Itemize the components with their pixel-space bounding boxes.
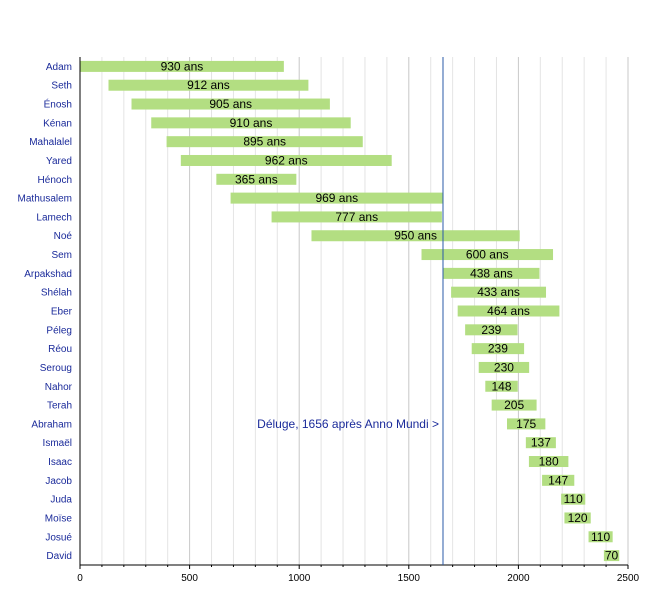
category-label-9: Noé bbox=[54, 231, 73, 242]
bar-25 bbox=[588, 531, 613, 543]
category-label-8: Lamech bbox=[36, 212, 72, 223]
bar-label-20: 137 bbox=[531, 436, 551, 450]
bar-24 bbox=[564, 512, 591, 524]
bar-4 bbox=[166, 136, 363, 148]
bar-label-19: 175 bbox=[516, 417, 536, 431]
bar-12 bbox=[451, 286, 547, 298]
bar-21 bbox=[528, 456, 569, 468]
x-tick-label-3: 1500 bbox=[398, 573, 421, 584]
category-label-15: Réou bbox=[48, 344, 72, 355]
category-label-12: Shélah bbox=[41, 288, 72, 299]
bar-labels-group: 930 ans 912 ans 905 ans 910 ans 895 ans 962 a… bbox=[161, 59, 619, 562]
category-label-11: Arpakshad bbox=[24, 269, 72, 280]
bar-17 bbox=[485, 380, 518, 392]
bar-10 bbox=[421, 249, 554, 261]
bar-label-2: 905 ans bbox=[209, 97, 252, 111]
bar-3 bbox=[151, 117, 351, 129]
bar-label-16: 230 bbox=[494, 360, 514, 374]
category-label-6: Hénoch bbox=[38, 175, 72, 186]
bar-label-7: 969 ans bbox=[315, 191, 358, 205]
bar-label-13: 464 ans bbox=[487, 304, 530, 318]
bar-11 bbox=[443, 267, 540, 279]
bar-1 bbox=[108, 79, 309, 91]
bar-label-14: 239 bbox=[481, 323, 501, 337]
category-label-17: Nahor bbox=[45, 382, 73, 393]
category-label-16: Seroug bbox=[40, 363, 72, 374]
category-label-2: Énosh bbox=[44, 98, 72, 111]
category-label-0: Adam bbox=[46, 62, 72, 73]
category-label-22: Jacob bbox=[45, 476, 72, 487]
bar-5 bbox=[180, 154, 392, 166]
category-label-24: Moïse bbox=[45, 513, 73, 524]
x-tick-label-2: 1000 bbox=[288, 573, 311, 584]
bar-label-5: 962 ans bbox=[265, 153, 308, 167]
bar-26 bbox=[603, 550, 620, 562]
bar-label-21: 180 bbox=[539, 455, 559, 469]
bar-label-26: 70 bbox=[605, 549, 619, 563]
x-tick-label-5: 2500 bbox=[617, 573, 640, 584]
category-labels-group: Adam Seth Énosh Kénan Mahalalel Yared Hénoch Ma… bbox=[18, 62, 73, 562]
category-label-7: Mathusalem bbox=[18, 194, 72, 205]
category-label-23: Juda bbox=[50, 495, 72, 506]
bar-label-24: 120 bbox=[568, 511, 588, 525]
category-label-26: David bbox=[46, 551, 72, 562]
bar-label-23: 110 bbox=[564, 492, 583, 506]
bar-label-9: 950 ans bbox=[394, 229, 437, 243]
category-label-21: Isaac bbox=[48, 457, 72, 468]
x-tick-label-4: 2000 bbox=[507, 573, 530, 584]
category-label-4: Mahalalel bbox=[29, 137, 72, 148]
bar-label-15: 239 bbox=[488, 342, 508, 356]
flood-annotation: Déluge, 1656 après Anno Mundi > bbox=[257, 57, 444, 565]
x-tick-label-0: 0 bbox=[77, 573, 83, 584]
bar-15 bbox=[471, 343, 525, 355]
bar-label-25: 110 bbox=[591, 530, 610, 544]
bar-label-6: 365 ans bbox=[235, 172, 278, 186]
bar-label-17: 148 bbox=[492, 379, 512, 393]
category-label-3: Kénan bbox=[43, 118, 72, 129]
x-tick-label-1: 500 bbox=[181, 573, 198, 584]
bar-16 bbox=[478, 361, 530, 373]
bar-label-8: 777 ans bbox=[335, 210, 378, 224]
bar-13 bbox=[457, 305, 560, 317]
bar-label-1: 912 ans bbox=[187, 78, 230, 92]
bar-label-0: 930 ans bbox=[161, 59, 204, 73]
category-label-13: Eber bbox=[51, 307, 73, 318]
bar-label-12: 433 ans bbox=[477, 285, 520, 299]
bar-22 bbox=[542, 474, 575, 486]
category-label-20: Ismaël bbox=[43, 438, 72, 449]
category-label-5: Yared bbox=[46, 156, 72, 167]
bar-label-4: 895 ans bbox=[243, 135, 286, 149]
x-axis: 0 500 1000 1500 2000 2500 bbox=[77, 57, 640, 584]
bar-6 bbox=[216, 173, 297, 185]
bar-18 bbox=[491, 399, 537, 411]
category-label-1: Seth bbox=[51, 81, 72, 92]
category-label-10: Sem bbox=[51, 250, 72, 261]
bar-14 bbox=[465, 324, 518, 336]
bar-label-18: 205 bbox=[504, 398, 524, 412]
category-label-14: Péleg bbox=[46, 325, 72, 336]
bar-19 bbox=[507, 418, 546, 430]
bar-label-22: 147 bbox=[548, 473, 568, 487]
bar-0 bbox=[80, 60, 284, 72]
bar-label-3: 910 ans bbox=[230, 116, 273, 130]
bar-7 bbox=[230, 192, 443, 204]
bar-2 bbox=[131, 98, 330, 110]
bar-9 bbox=[311, 230, 520, 242]
bar-20 bbox=[525, 437, 556, 449]
bar-label-10: 600 ans bbox=[466, 248, 509, 262]
category-label-25: Josué bbox=[45, 532, 72, 543]
category-label-18: Terah bbox=[47, 401, 72, 412]
category-label-19: Abraham bbox=[31, 419, 72, 430]
flood-annotation-text: Déluge, 1656 après Anno Mundi > bbox=[257, 417, 439, 431]
bar-8 bbox=[271, 211, 442, 223]
bars-group bbox=[80, 60, 620, 562]
bar-label-11: 438 ans bbox=[470, 266, 513, 280]
bar-23 bbox=[561, 493, 586, 505]
